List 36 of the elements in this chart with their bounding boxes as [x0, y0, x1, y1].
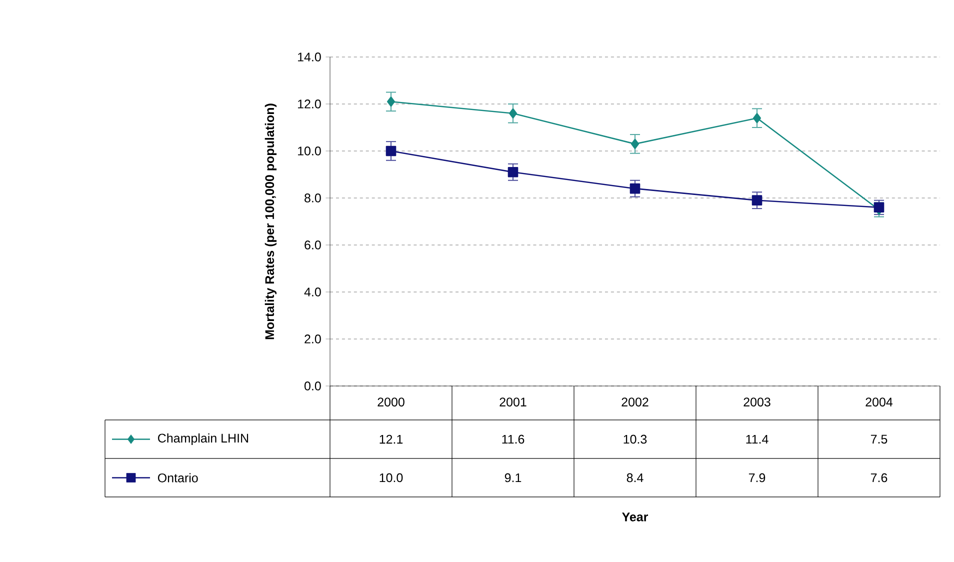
data-label: 7.5 [870, 434, 888, 444]
data-label: 11.6 [502, 434, 524, 444]
point [508, 108, 518, 119]
legend-label: Ontario [158, 473, 198, 482]
y-tick-label: 6.0 [304, 240, 321, 250]
data-label: 10.0 [380, 473, 403, 482]
point [752, 195, 762, 206]
data-label: 9.1 [504, 473, 522, 482]
y-tick-label: 14.0 [298, 52, 321, 62]
y-tick-label: 8.0 [304, 194, 321, 202]
point [386, 146, 396, 156]
data-label: 8.4 [626, 473, 644, 482]
data-label: 7.6 [870, 473, 888, 482]
text: Year [622, 512, 648, 522]
point [630, 183, 640, 194]
y-tick-label: 2.0 [304, 334, 321, 344]
legend-label: Champlain LHIN [158, 433, 248, 446]
data-label: 12.1 [380, 434, 403, 444]
x-tick-label: 2001 [500, 398, 526, 406]
y-tick-label: 12.0 [298, 100, 321, 108]
x-tick-label: 2004 [866, 398, 893, 406]
data-label: 11.4 [746, 434, 768, 444]
point [508, 166, 518, 178]
x-tick-label: 2003 [744, 398, 770, 406]
point [874, 202, 884, 213]
x-tick-label: 2000 [378, 398, 404, 406]
y-axis-title: Mortality Rates (per 100,000 population) [264, 104, 277, 340]
y-tick-label: 4.0 [304, 288, 321, 296]
point [386, 96, 396, 107]
y-tick-label: 10.0 [298, 146, 321, 156]
data-label: 7.9 [748, 473, 766, 482]
y-tick-label: 0.0 [304, 382, 321, 390]
point [630, 138, 640, 150]
x-tick-label: 2002 [622, 398, 648, 406]
point [752, 112, 762, 124]
data-label: 10.3 [624, 434, 647, 444]
